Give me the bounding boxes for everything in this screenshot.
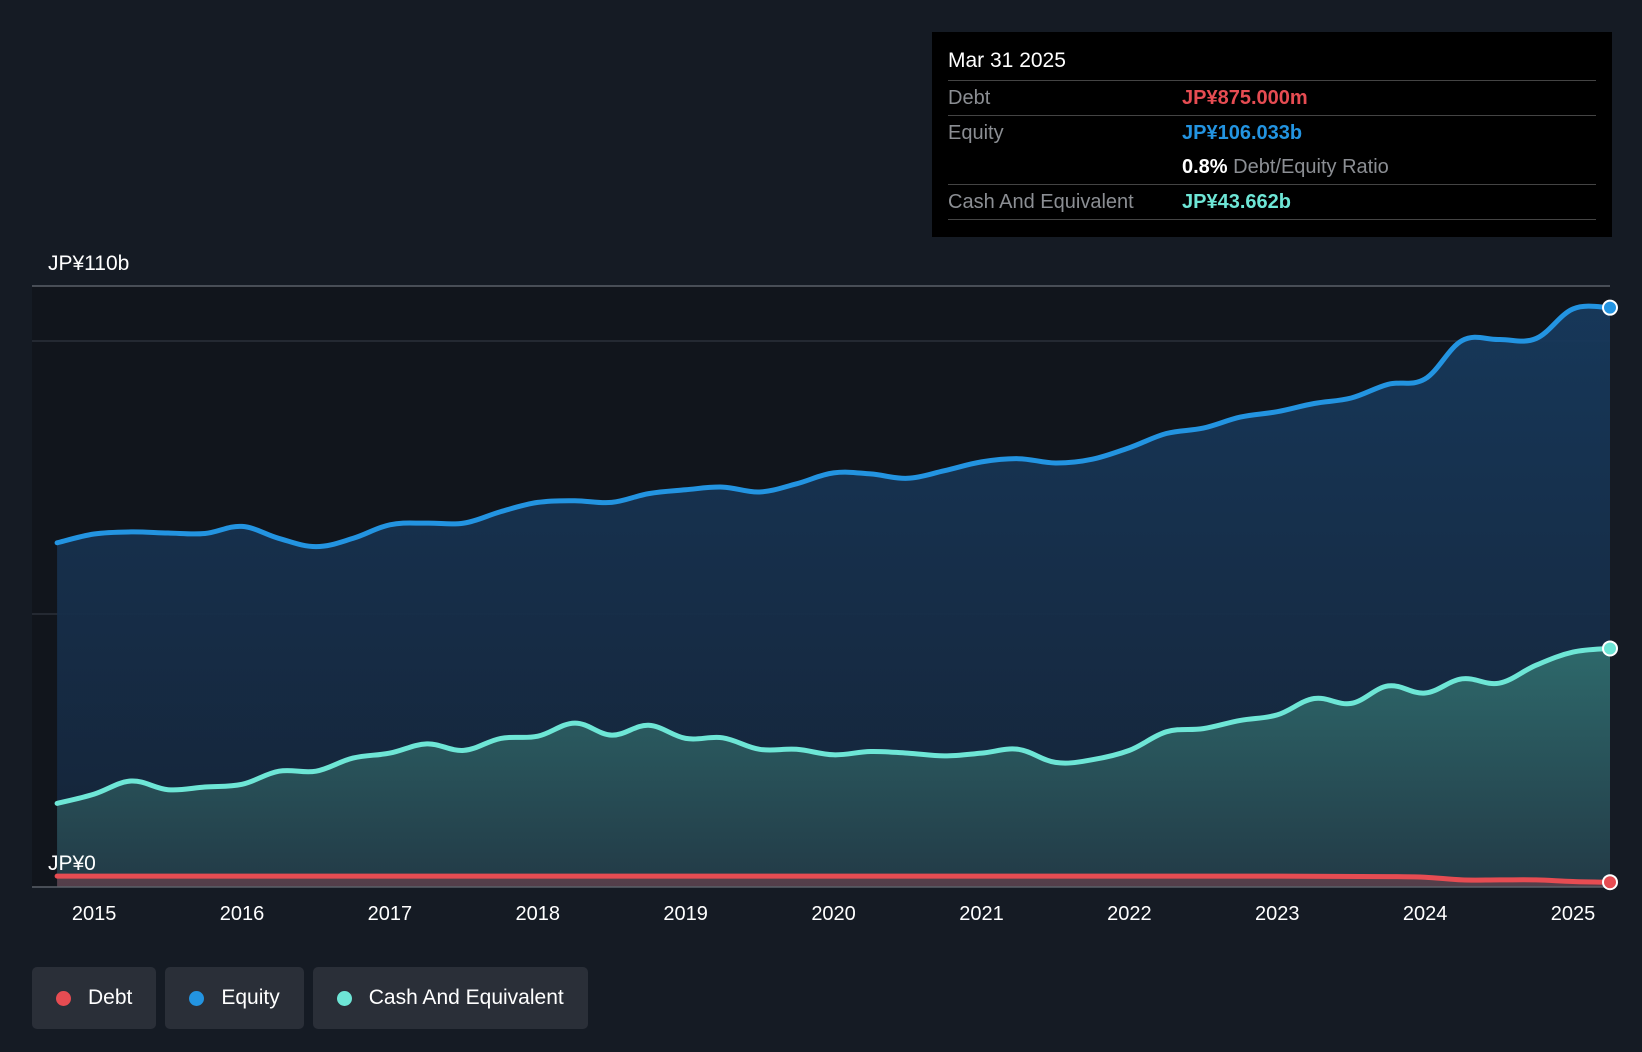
cash-line <box>54 645 1613 806</box>
x-tick-label: 2015 <box>72 903 117 925</box>
equity-end-marker <box>1602 299 1618 316</box>
tooltip-equity-value: JP¥106.033b <box>1182 122 1303 144</box>
legend-cash-label: Cash And Equivalent <box>368 986 564 1009</box>
tooltip-cash-value: JP¥43.662b <box>1182 191 1291 213</box>
legend-equity-button[interactable]: Equity <box>165 967 304 1029</box>
tooltip-debt-label: Debt <box>948 87 991 109</box>
debt-line <box>54 873 1613 885</box>
legend: Debt Equity Cash And Equivalent <box>32 967 588 1029</box>
debt-end-marker <box>1602 874 1618 891</box>
x-tick-label: 2025 <box>1551 903 1596 925</box>
x-tick-label: 2019 <box>663 903 708 925</box>
y-axis-zero-label: JP¥0 <box>48 852 96 875</box>
tooltip-cash-row: Cash And Equivalent JP¥43.662b <box>948 184 1596 220</box>
cash-end-marker <box>1602 640 1618 657</box>
legend-cash-button[interactable]: Cash And Equivalent <box>312 967 588 1029</box>
debt-dot-icon <box>56 990 71 1006</box>
tooltip-date: Mar 31 2025 <box>948 49 1066 72</box>
x-tick-label: 2017 <box>368 903 413 925</box>
x-tick-label: 2016 <box>220 903 265 925</box>
legend-debt-button[interactable]: Debt <box>32 967 157 1029</box>
tooltip-equity-row: Equity JP¥106.033b <box>948 115 1596 150</box>
x-tick-label: 2023 <box>1255 903 1300 925</box>
debt-area <box>57 876 1611 887</box>
cash-area <box>57 648 1611 887</box>
tooltip-ratio-label: Debt/Equity Ratio <box>1233 156 1389 178</box>
legend-debt-label: Debt <box>88 986 133 1009</box>
tooltip-debt-row: Debt JP¥875.000m <box>948 80 1596 115</box>
y-axis-top-label: JP¥110b <box>48 252 129 275</box>
x-tick-label: 2021 <box>959 903 1004 925</box>
tooltip-ratio-row: 0.8% Debt/Equity Ratio <box>948 150 1596 184</box>
tooltip: Mar 31 2025 Debt JP¥875.000m Equity JP¥1… <box>932 32 1612 237</box>
tooltip-cash-label: Cash And Equivalent <box>948 191 1134 213</box>
tooltip-equity-label: Equity <box>948 122 1004 144</box>
equity-dot-icon <box>189 990 205 1006</box>
tooltip-ratio-value: 0.8% <box>1182 156 1228 178</box>
x-tick-label: 2020 <box>811 903 856 925</box>
x-tick-label: 2022 <box>1107 903 1152 925</box>
tooltip-ratio: 0.8% Debt/Equity Ratio <box>1182 150 1389 184</box>
tooltip-debt-value: JP¥875.000m <box>1182 87 1308 109</box>
equity-line <box>54 303 1613 550</box>
x-tick-label: 2018 <box>516 903 561 925</box>
x-tick-label: 2024 <box>1403 903 1448 925</box>
cash-dot-icon <box>336 990 352 1006</box>
legend-equity-label: Equity <box>221 986 280 1009</box>
